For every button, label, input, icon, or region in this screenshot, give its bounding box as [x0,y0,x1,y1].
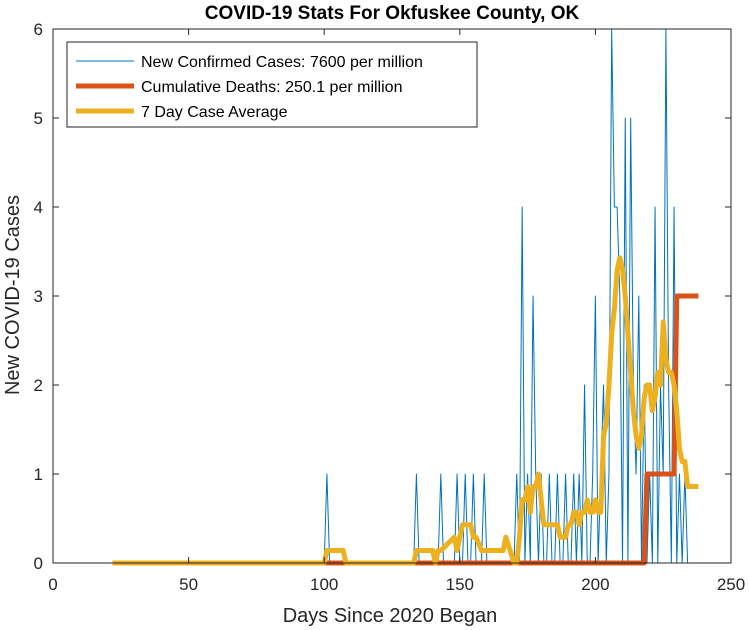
chart-title: COVID-19 Stats For Okfuskee County, OK [205,3,580,24]
x-tick-label-50: 50 [179,575,198,594]
y-tick-label-6: 6 [34,20,43,39]
y-tick-label-2: 2 [34,376,43,395]
x-tick-label-150: 150 [446,575,474,594]
y-tick-label-4: 4 [34,198,43,217]
x-axis-label: Days Since 2020 Began [283,605,498,627]
legend-label-7day: 7 Day Case Average [141,104,288,121]
x-tick-label-200: 200 [581,575,609,594]
x-tick-label-0: 0 [48,575,57,594]
y-axis-label: New COVID-19 Cases [2,195,24,395]
ticks-layer: 0 50 100 150 200 250 0 1 2 3 4 5 6 [34,20,746,594]
series-line-2 [112,255,699,566]
legend-label-deaths: Cumulative Deaths: 250.1 per million [141,79,402,96]
legend-box [66,41,478,128]
x-tick-label-250: 250 [717,575,745,594]
y-tick-label-3: 3 [34,287,43,306]
legend: New Confirmed Cases: 7600 per million Cu… [66,41,478,128]
y-tick-label-5: 5 [34,109,43,128]
legend-label-new-cases: New Confirmed Cases: 7600 per million [141,54,423,71]
x-tick-label-100: 100 [310,575,338,594]
y-tick-label-1: 1 [34,465,43,484]
y-tick-label-0: 0 [34,554,43,573]
